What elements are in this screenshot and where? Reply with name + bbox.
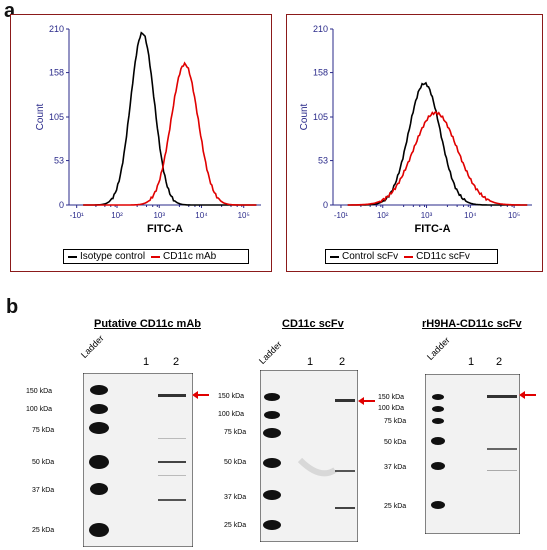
ladder-label-2: Ladder [256, 339, 284, 366]
blot-title-1: Putative CD11c mAb [94, 318, 201, 330]
marker-1-100: 100 kDa [26, 406, 53, 413]
legend-swatch [68, 255, 77, 258]
marker-1-25: 25 kDa [32, 527, 55, 534]
arrow-icon-2 [358, 397, 375, 405]
legend-item-1-0: Isotype control [68, 251, 145, 262]
marker-3-75: 75 kDa [384, 418, 407, 425]
legend-label: CD11c scFv [416, 251, 470, 262]
y-tick-label: 0 [323, 200, 328, 210]
y-tick-label: 210 [49, 24, 64, 34]
marker-1-37: 37 kDa [32, 487, 55, 494]
histogram-chart-1: 0 53 105 158 210 -10¹ 10² 10³ 10⁴ 10⁵ FITC-A Count [35, 24, 261, 235]
y-tick-label: 105 [313, 112, 328, 122]
marker-1-75: 75 kDa [32, 427, 55, 434]
y-axis-label: Count [35, 103, 46, 130]
ladder-label-1: Ladder [78, 333, 106, 360]
x-tick-label: -10¹ [70, 211, 85, 220]
lane-label-2-2: 2 [339, 356, 346, 368]
legend-item-1-1: CD11c mAb [151, 251, 216, 262]
ladder-label-3: Ladder [424, 335, 452, 362]
x-axis-label: FITC-A [147, 223, 183, 235]
histogram-panel-2: 0 53 105 158 210 -10¹ 10² 10³ 10⁴ 10⁵ FITC-A Count … [286, 14, 543, 272]
histogram-chart-2: 0 53 105 158 210 -10¹ 10² 10³ 10⁴ 10⁵ FITC-A Count [299, 24, 532, 235]
y-tick-label: 53 [318, 156, 328, 166]
legend-item-2-0: Control scFv [330, 251, 398, 262]
x-tick-label: -10¹ [334, 211, 349, 220]
marker-2-150: 150 kDa [218, 393, 245, 400]
blot-title-3: rH9HA-CD11c scFv [422, 318, 522, 330]
x-tick-label: 10⁴ [464, 211, 477, 220]
lane-label-3-1: 1 [468, 356, 475, 368]
y-tick-label: 158 [49, 68, 64, 78]
marker-1-150: 150 kDa [26, 388, 53, 395]
x-axis-label: FITC-A [414, 223, 450, 235]
blot-image-2 [260, 370, 358, 542]
legend-item-2-1: CD11c scFv [404, 251, 470, 262]
legend-swatch [404, 255, 414, 258]
series-line-cd11c-scfv [347, 111, 528, 206]
series-line-isotype-control [83, 31, 257, 206]
arrow-icon-3 [519, 391, 536, 399]
blot-image-1 [83, 373, 193, 547]
y-tick-label: 158 [313, 68, 328, 78]
x-tick-label: 10² [377, 211, 389, 220]
legend-swatch [330, 255, 339, 258]
marker-3-25: 25 kDa [384, 503, 407, 510]
y-tick-label: 0 [59, 200, 64, 210]
marker-3-150: 150 kDa [378, 394, 405, 401]
legend-1: Isotype control CD11c mAb [63, 249, 249, 264]
panel-b-label: b [6, 296, 19, 318]
lane-label-3-2: 2 [496, 356, 503, 368]
y-tick-label: 105 [49, 112, 64, 122]
marker-2-37: 37 kDa [224, 494, 247, 501]
lane-label-1-1: 1 [143, 356, 150, 368]
lane-label-1-2: 2 [173, 356, 180, 368]
legend-swatch [151, 255, 161, 258]
y-axis-label: Count [299, 103, 310, 130]
x-tick-label: 10⁴ [195, 211, 208, 220]
marker-1-50: 50 kDa [32, 459, 55, 466]
marker-2-75: 75 kDa [224, 429, 247, 436]
blot-image-3 [425, 374, 520, 534]
marker-2-25: 25 kDa [224, 522, 247, 529]
marker-3-50: 50 kDa [384, 439, 407, 446]
legend-label: Control scFv [342, 251, 399, 262]
lane-label-2-1: 1 [307, 356, 314, 368]
y-tick-label: 210 [313, 24, 328, 34]
series-line-control-scfv [347, 81, 528, 206]
x-tick-label: 10⁵ [508, 211, 520, 220]
blot-title-2: CD11c scFv [282, 318, 344, 330]
panel-a-label: a [4, 0, 16, 22]
marker-3-100: 100 kDa [378, 405, 405, 412]
marker-2-50: 50 kDa [224, 459, 247, 466]
series-line-cd11c-mab [83, 61, 257, 206]
y-tick-label: 53 [54, 156, 64, 166]
histogram-panel-1: 0 53 105 158 210 -10¹ 10² 10³ 10⁴ 10⁵ FITC-A Count … [10, 14, 272, 272]
x-tick-label: 10³ [153, 211, 165, 220]
marker-2-100: 100 kDa [218, 411, 245, 418]
x-tick-label: 10³ [421, 211, 433, 220]
x-tick-label: 10² [111, 211, 123, 220]
marker-3-37: 37 kDa [384, 464, 407, 471]
arrow-icon-1 [192, 391, 209, 399]
x-tick-label: 10⁵ [238, 211, 250, 220]
legend-2: Control scFv CD11c scFv [325, 249, 498, 264]
legend-label: Isotype control [80, 251, 146, 262]
legend-label: CD11c mAb [163, 251, 217, 262]
